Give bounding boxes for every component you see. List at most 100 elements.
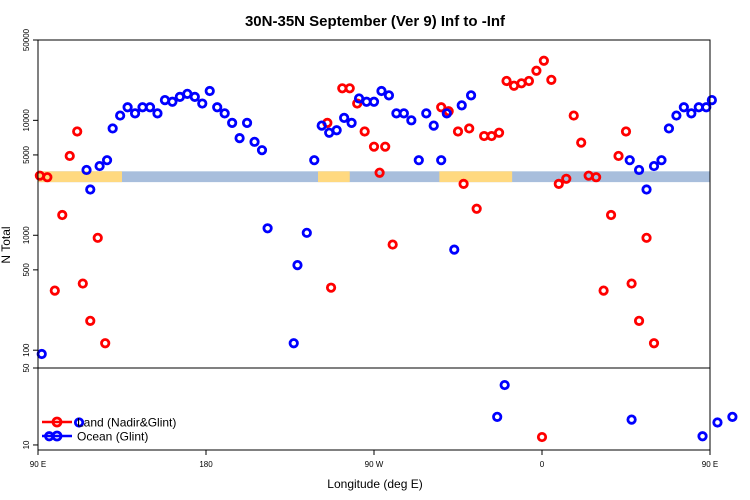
land-point	[464, 123, 475, 134]
land-band	[439, 171, 513, 183]
land-point	[344, 83, 355, 94]
y-axis-label: N Total	[0, 226, 13, 263]
land-point	[387, 239, 398, 250]
ocean-point	[316, 120, 327, 131]
ocean-point	[331, 125, 342, 136]
ocean-band	[38, 171, 710, 183]
land-point	[648, 338, 660, 349]
ocean-point	[492, 411, 503, 422]
ocean-point	[227, 117, 238, 128]
land-point	[613, 150, 624, 162]
ocean-point	[339, 112, 350, 123]
ocean-point	[398, 108, 409, 119]
land-point	[531, 65, 542, 76]
ocean-point	[292, 260, 303, 271]
ocean-point	[727, 411, 738, 422]
legend-ocean-label: Ocean (Glint)	[77, 430, 148, 444]
legend-land-label: Land (Nadir&Glint)	[77, 416, 176, 430]
ocean-point	[641, 184, 652, 195]
legend-ocean-marker	[51, 430, 63, 442]
ocean-point	[633, 164, 645, 176]
ocean-point	[428, 120, 439, 131]
land-point	[538, 55, 549, 66]
land-point	[523, 75, 535, 87]
land-point	[598, 285, 609, 296]
ocean-point	[465, 90, 477, 101]
ocean-point	[73, 417, 85, 428]
ocean-point	[249, 136, 260, 147]
land-point	[501, 75, 512, 87]
ocean-point	[152, 108, 163, 119]
y-tick-label: 100	[22, 343, 31, 357]
ocean-point	[624, 155, 635, 166]
land-point	[436, 102, 447, 113]
ocean-point	[346, 117, 357, 128]
ocean-point	[36, 348, 47, 360]
land-point	[626, 278, 637, 289]
y-axis: 100 500 1000 5000 10000 50000 10 50	[22, 28, 38, 449]
ocean-point	[441, 108, 452, 119]
ocean-point	[129, 108, 141, 119]
land-point	[57, 209, 68, 221]
legend: Land (Nadir&Glint) Ocean (Glint)	[42, 416, 176, 444]
x-tick-label: 180	[199, 460, 213, 469]
y-tick-label: 5000	[22, 145, 31, 163]
land-point	[591, 172, 602, 183]
ocean-point	[456, 100, 467, 111]
ocean-point	[376, 85, 387, 97]
land-point	[325, 282, 337, 293]
ocean-point	[436, 155, 447, 166]
legend-land-marker	[51, 416, 63, 428]
land-point	[605, 209, 617, 221]
land-point	[493, 127, 505, 138]
y-tick-label: 10	[22, 440, 31, 449]
land-point	[641, 232, 652, 243]
ocean-point	[81, 164, 92, 176]
land-point	[77, 278, 88, 289]
land-point	[458, 178, 469, 189]
land-point	[100, 338, 111, 349]
legend-entry-ocean: Ocean (Glint)	[42, 430, 148, 444]
land-point	[576, 137, 587, 148]
ocean-point	[499, 379, 510, 391]
ocean-point	[122, 102, 133, 113]
land-ocean-mask	[38, 171, 710, 183]
ocean-point	[241, 117, 253, 128]
ocean-point	[697, 431, 708, 442]
x-tick-label: 90 E	[30, 460, 46, 469]
land-point	[374, 167, 385, 178]
x-axis: 90 E 180 90 W 0 90 E	[30, 450, 718, 469]
land-point	[380, 141, 391, 152]
ocean-point	[219, 108, 230, 119]
land-point	[368, 141, 380, 152]
x-axis-label: Longitude (deg E)	[327, 477, 422, 491]
land-band	[38, 171, 122, 183]
ocean-point	[701, 102, 712, 113]
ocean-point	[406, 115, 417, 126]
land-point	[72, 126, 83, 137]
land-point	[568, 110, 579, 121]
ocean-point	[144, 102, 156, 113]
ocean-point	[256, 145, 268, 156]
x-tick-label: 90 E	[702, 460, 718, 469]
land-point	[536, 431, 548, 443]
legend-entry-land: Land (Nadir&Glint)	[42, 416, 176, 430]
land-point	[352, 98, 363, 109]
land-point	[92, 232, 103, 243]
land-point	[471, 203, 482, 214]
ocean-point	[212, 102, 223, 113]
x-tick-label: 90 W	[365, 460, 384, 469]
ocean-point	[706, 94, 717, 106]
land-point	[64, 150, 75, 162]
x-tick-label: 0	[540, 460, 545, 469]
y-tick-label: 1000	[22, 226, 31, 244]
ocean-point	[678, 102, 689, 113]
ocean-point	[656, 155, 667, 166]
land-point	[452, 126, 464, 137]
y-tick-label: 500	[22, 263, 31, 277]
ocean-point	[413, 155, 424, 166]
y-tick-label: 50000	[22, 28, 31, 51]
ocean-point	[197, 98, 208, 109]
land-point	[359, 126, 370, 137]
